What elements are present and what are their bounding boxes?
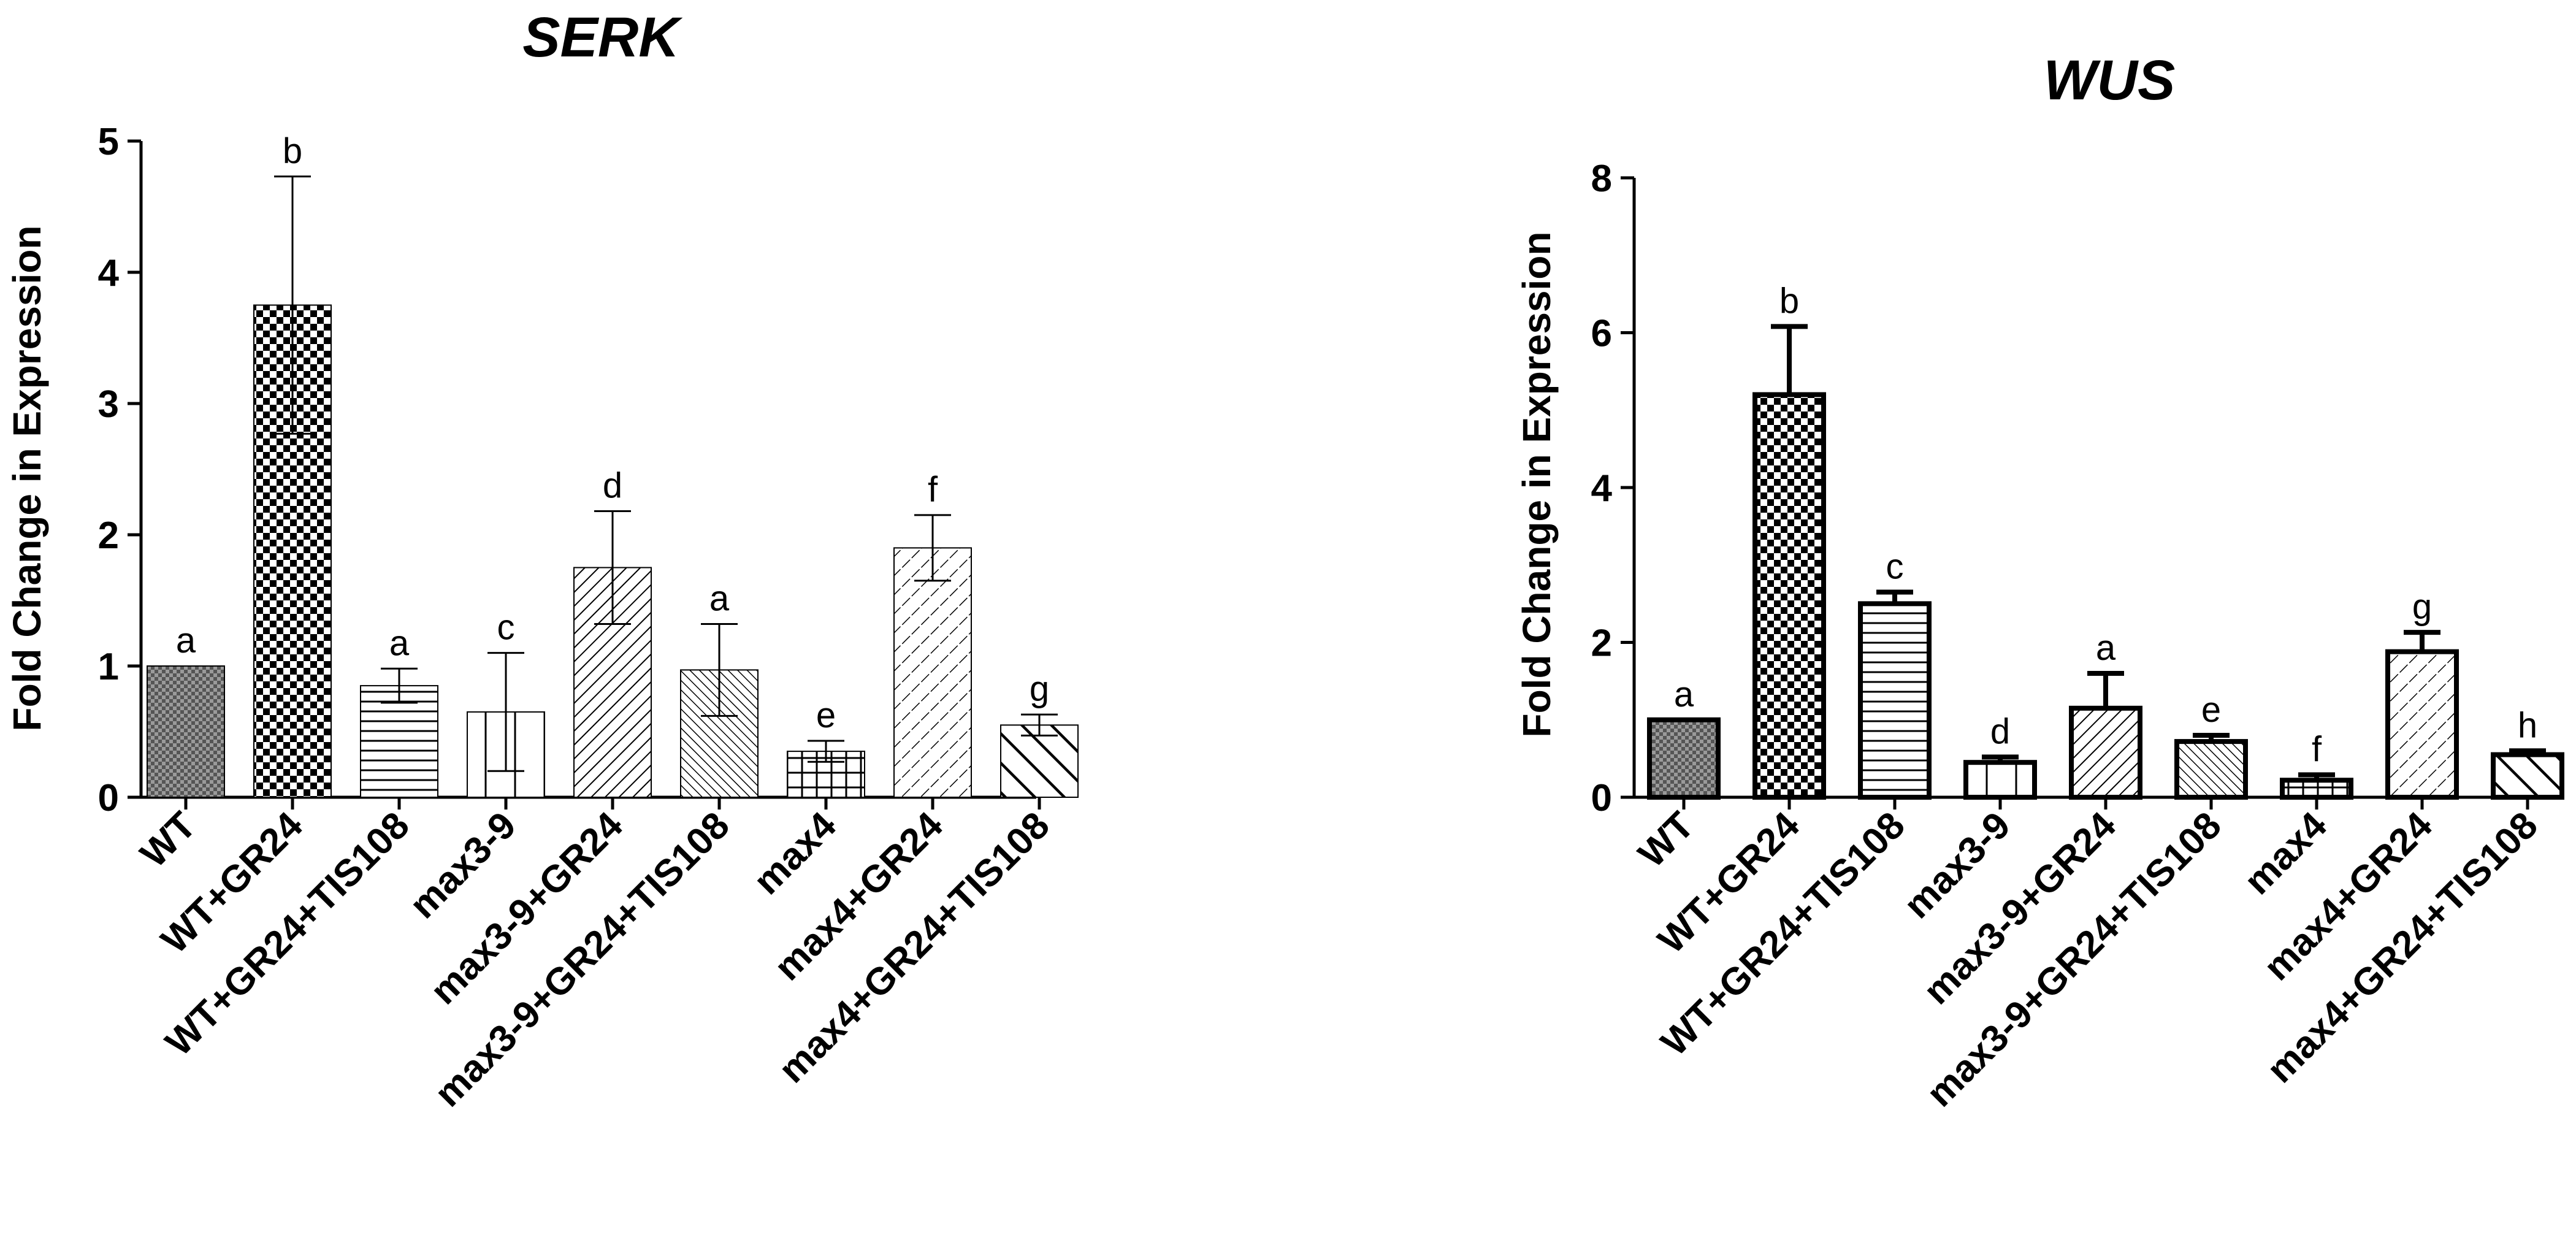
significance-letter: f	[928, 470, 938, 510]
x-tick-label: max4	[746, 804, 844, 903]
y-tick-label: 4	[1591, 467, 1613, 510]
significance-letter: e	[816, 695, 836, 735]
significance-letter: g	[2412, 587, 2432, 627]
y-tick-label: 2	[98, 515, 119, 557]
significance-letter: a	[2096, 628, 2116, 668]
bar	[893, 547, 972, 798]
y-tick-label: 1	[98, 646, 119, 688]
x-tick-label: max3-9+GR24	[422, 804, 631, 1013]
bar	[1858, 601, 1932, 800]
significance-letter: g	[1030, 669, 1049, 709]
significance-letter: b	[283, 131, 302, 171]
significance-letter: f	[2312, 729, 2322, 769]
significance-letter: h	[2518, 705, 2537, 745]
bars: a b a c d a e f g	[147, 131, 1079, 798]
bar	[1752, 392, 1826, 800]
x-tick-label: max3-9+GR24	[1916, 804, 2124, 1013]
wus-chart: WUS Fold Change in Expression 02468WTWT+…	[1515, 49, 2564, 1115]
serk-chart: SERK Fold Change in Expression 012345WTW…	[5, 6, 1079, 1115]
y-tick-label: 0	[1591, 777, 1612, 819]
bar	[2174, 739, 2248, 800]
y-tick-label: 3	[98, 383, 119, 426]
significance-letter: d	[603, 465, 622, 505]
bar	[2385, 649, 2459, 800]
bars: a b c d a e f g h	[1647, 281, 2564, 800]
significance-letter: e	[2201, 690, 2221, 730]
significance-letter: c	[497, 608, 515, 648]
y-tick-label: 8	[1591, 158, 1612, 200]
y-tick-label: 6	[1591, 313, 1612, 355]
x-tick-label: max4	[2236, 804, 2335, 903]
axes: 02468WTWT+GR24WT+GR24+TIS108max3-9max3-9…	[1591, 158, 2546, 1115]
y-axis-label: Fold Change in Expression	[5, 226, 49, 732]
significance-letter: b	[1779, 281, 1799, 321]
bar	[360, 685, 438, 798]
bar	[1000, 724, 1079, 798]
y-tick-label: 2	[1591, 622, 1612, 665]
significance-letter: a	[1674, 675, 1694, 714]
bar	[787, 751, 865, 798]
x-tick-label: WT	[1630, 804, 1702, 876]
significance-letter: d	[1990, 711, 2010, 751]
bar	[1647, 717, 1721, 800]
significance-letter: c	[1886, 546, 1904, 586]
y-axis-label: Fold Change in Expression	[1515, 232, 1559, 738]
significance-letter: a	[389, 623, 410, 663]
bar	[2280, 778, 2353, 800]
y-tick-label: 5	[98, 121, 119, 163]
x-tick-label: WT	[132, 804, 204, 876]
bar	[2069, 705, 2142, 800]
bar	[1963, 760, 2037, 800]
y-tick-label: 4	[98, 252, 120, 294]
chart-title: SERK	[522, 6, 683, 69]
chart-title: WUS	[2044, 49, 2176, 112]
bar	[2491, 752, 2564, 800]
bar	[680, 669, 759, 798]
y-tick-label: 0	[98, 777, 119, 819]
significance-letter: a	[176, 621, 196, 660]
bar	[147, 665, 225, 798]
significance-letter: a	[709, 579, 730, 619]
